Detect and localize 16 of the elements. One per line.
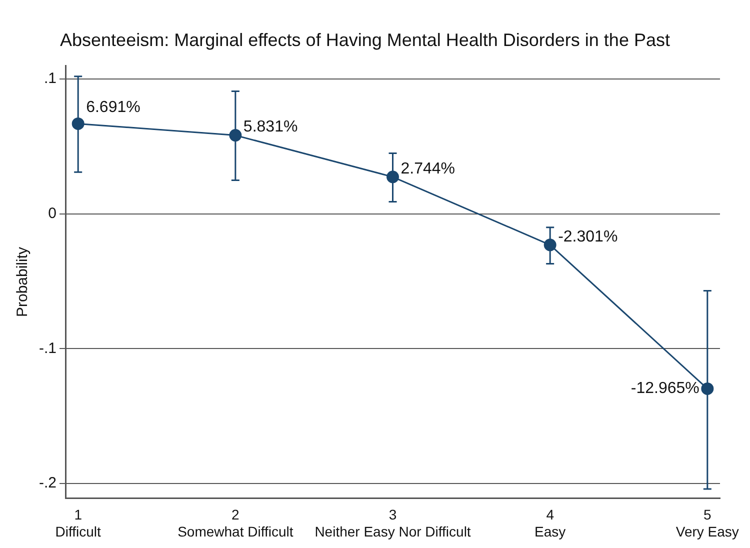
- data-label: 6.691%: [86, 99, 140, 116]
- y-tick-label: -.2: [38, 474, 57, 492]
- chart-title: Absenteeism: Marginal effects of Having Mental Health Disorders in the Past: [60, 30, 670, 50]
- x-tick-label: 5 Very Easy: [676, 506, 739, 540]
- y-axis-title: Probability: [14, 246, 32, 318]
- data-label: -2.301%: [558, 228, 618, 246]
- x-tick-label: 1 Difficult: [55, 506, 102, 540]
- y-tick-label: -.1: [38, 340, 57, 357]
- y-tick-label: 0: [48, 205, 57, 222]
- y-tick-label: .1: [44, 70, 57, 88]
- data-label: -12.965%: [630, 380, 700, 398]
- x-tick-label: 4 Easy: [534, 506, 566, 540]
- data-label: 2.744%: [400, 160, 456, 178]
- data-label: 5.831%: [243, 118, 298, 136]
- x-tick-label: 3 Neither Easy Nor Difficult: [314, 506, 471, 540]
- x-tick-label: 2 Somewhat Difficult: [178, 506, 294, 540]
